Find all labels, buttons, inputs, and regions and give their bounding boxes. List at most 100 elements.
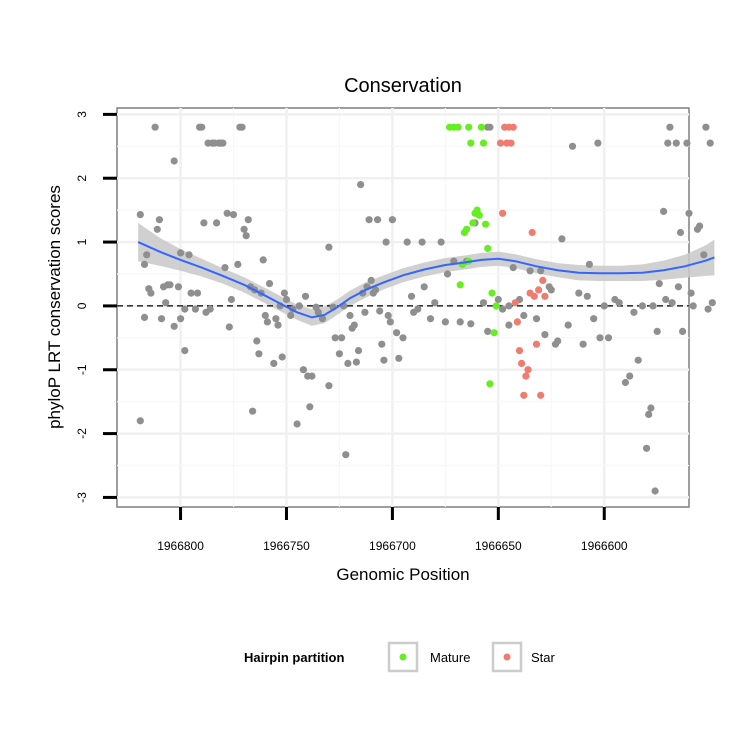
data-point-other	[376, 307, 384, 315]
data-point-mature	[482, 220, 490, 228]
x-tick-label: 1966650	[475, 539, 522, 553]
data-point-other	[590, 315, 598, 323]
data-point-other	[270, 359, 278, 367]
data-point-other	[505, 302, 513, 310]
data-point-other	[191, 305, 199, 313]
data-point-other	[638, 302, 647, 310]
data-point-other	[431, 299, 439, 307]
data-point-other	[554, 337, 562, 345]
data-point-other	[265, 280, 274, 288]
data-point-mature	[465, 123, 473, 131]
y-tick-label: -2	[75, 428, 89, 439]
data-point-other	[249, 407, 257, 415]
data-point-other	[170, 157, 178, 165]
chart-title: Conservation	[344, 75, 462, 97]
data-point-mature	[456, 281, 464, 289]
data-point-other	[181, 305, 189, 313]
data-point-other	[388, 216, 396, 224]
data-point-other	[420, 283, 428, 291]
data-point-other	[395, 354, 403, 362]
data-point-other	[651, 487, 659, 495]
y-tick-label: 3	[75, 111, 89, 118]
y-axis-title: phyloP LRT conservation scores	[45, 185, 64, 429]
data-point-other	[185, 251, 193, 259]
data-point-other	[532, 315, 541, 323]
data-point-other	[384, 311, 392, 320]
data-point-other	[600, 302, 608, 310]
data-point-other	[361, 308, 369, 316]
data-point-star	[524, 366, 532, 374]
data-point-star	[530, 292, 538, 300]
data-point-star	[499, 209, 507, 217]
data-point-other	[238, 123, 246, 131]
data-point-mature	[492, 302, 500, 310]
legend: Hairpin partition Mature Star	[244, 641, 556, 673]
data-point-other	[177, 249, 185, 257]
data-point-other	[147, 289, 155, 297]
data-point-other	[621, 378, 630, 387]
data-point-other	[263, 318, 271, 326]
data-point-other	[253, 337, 261, 345]
data-point-other	[213, 219, 221, 227]
data-point-other	[382, 238, 390, 246]
data-point-star	[509, 123, 517, 131]
data-point-other	[153, 225, 161, 233]
data-point-other	[242, 232, 250, 240]
data-point-other	[352, 358, 360, 366]
data-point-other	[274, 321, 282, 329]
data-point-other	[437, 238, 445, 246]
x-tick-label: 1966600	[581, 539, 628, 553]
legend-key-box	[491, 641, 523, 673]
data-point-other	[679, 327, 687, 335]
data-point-star	[518, 359, 526, 367]
data-point-other	[229, 211, 238, 219]
data-point-other	[441, 318, 449, 326]
data-point-mature	[467, 139, 475, 147]
data-point-mature	[490, 329, 498, 337]
data-point-other	[526, 267, 534, 275]
smooth-line	[137, 241, 715, 319]
data-point-other	[206, 305, 214, 313]
data-point-other	[414, 305, 422, 313]
data-point-other	[136, 417, 144, 425]
data-point-star	[515, 347, 524, 355]
data-point-other	[426, 315, 435, 323]
data-point-other	[541, 331, 549, 339]
data-point-other	[282, 295, 291, 304]
data-point-other	[689, 302, 697, 310]
data-point-other	[306, 403, 314, 411]
data-point-other	[443, 270, 452, 278]
data-point-other	[295, 302, 303, 310]
data-point-other	[272, 315, 280, 323]
data-point-other	[486, 123, 494, 131]
legend-title: Hairpin partition	[244, 650, 344, 665]
data-point-other	[676, 228, 685, 237]
data-point-other	[685, 209, 693, 217]
data-point-other	[655, 280, 663, 288]
data-point-other	[335, 350, 343, 358]
legend-key-box	[387, 641, 419, 673]
smooth-confidence-band	[138, 222, 715, 326]
data-point-other	[198, 123, 206, 131]
data-point-other	[645, 410, 653, 418]
data-point-other	[140, 260, 149, 268]
data-point-mature	[488, 289, 496, 297]
data-point-other	[259, 256, 267, 264]
data-point-other	[374, 216, 382, 224]
data-point-other	[308, 372, 316, 380]
data-point-other	[371, 286, 380, 294]
data-point-other	[683, 139, 691, 147]
smooth-trend	[137, 241, 715, 319]
data-point-other	[155, 216, 163, 224]
data-point-other	[700, 251, 708, 259]
legend-key-dot-star	[503, 653, 511, 661]
data-point-other	[166, 281, 174, 289]
data-point-star	[522, 372, 530, 380]
data-point-other	[143, 251, 151, 259]
data-point-other	[187, 289, 195, 297]
y-tick-label: 0	[75, 302, 89, 309]
data-point-other	[299, 366, 307, 374]
data-point-other	[244, 216, 252, 224]
data-point-star	[541, 292, 549, 300]
data-point-mature	[454, 123, 462, 131]
